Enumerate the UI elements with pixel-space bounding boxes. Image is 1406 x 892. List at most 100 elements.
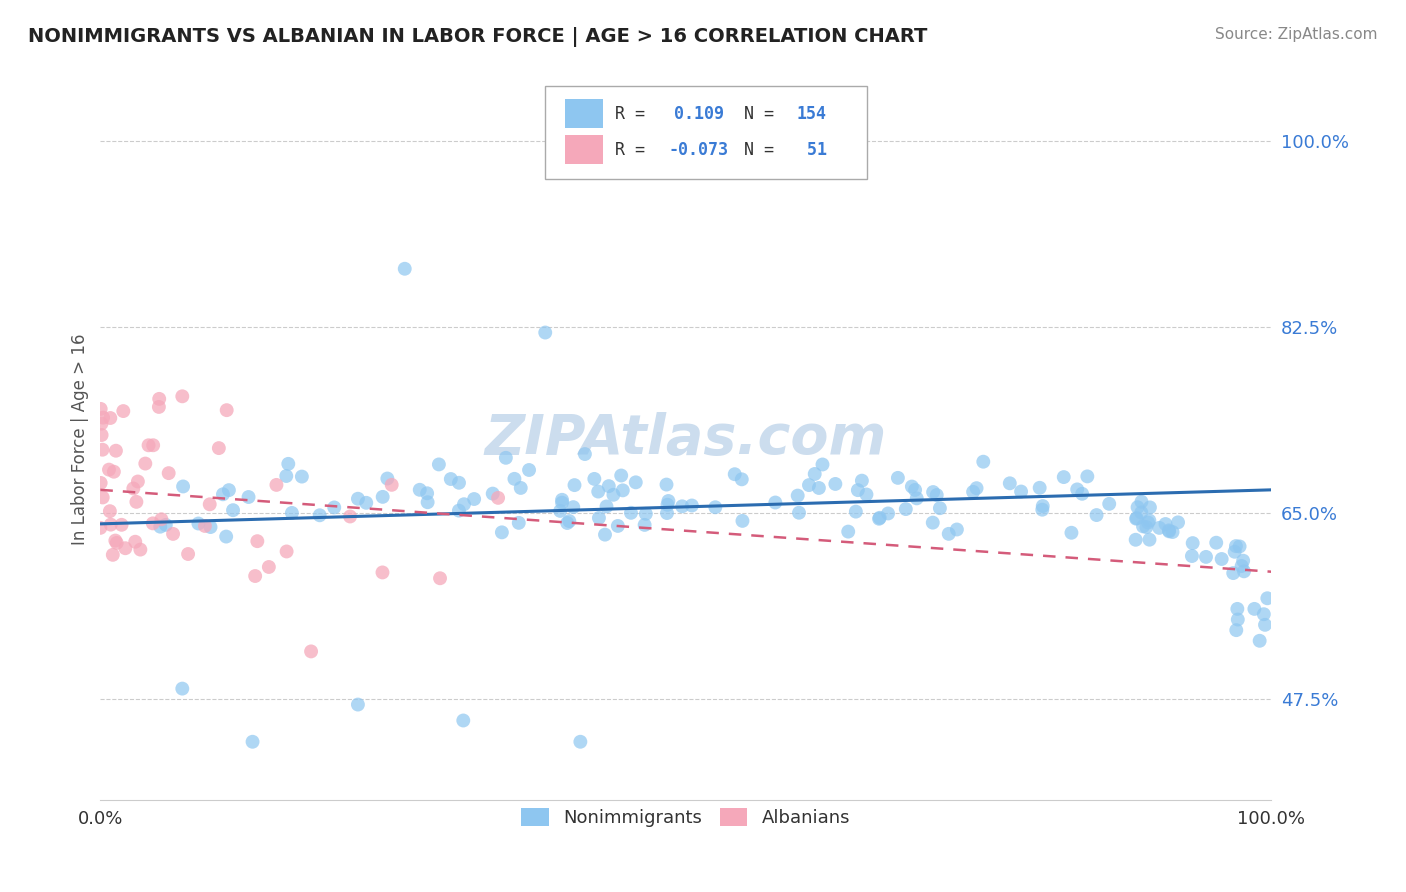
Point — [90, 417, 112, 431]
Point — [887, 471, 910, 485]
Point — [187, 516, 209, 531]
Point — [257, 560, 280, 574]
Point — [98, 504, 121, 518]
Point — [1085, 508, 1108, 522]
Point — [138, 438, 160, 452]
Point — [98, 462, 121, 476]
Point — [1126, 511, 1149, 525]
Point — [463, 491, 485, 506]
Point — [787, 506, 810, 520]
Point — [447, 475, 470, 490]
Point — [921, 516, 943, 530]
Point — [148, 400, 170, 414]
Point — [91, 491, 114, 505]
Point — [90, 401, 112, 416]
Point — [215, 530, 238, 544]
Point — [671, 500, 693, 514]
Point — [177, 547, 200, 561]
Point — [868, 512, 890, 526]
Point — [509, 481, 531, 495]
Point — [1254, 617, 1277, 632]
Point — [90, 428, 112, 442]
Point — [1226, 613, 1249, 627]
Point — [894, 502, 917, 516]
Point — [91, 442, 114, 457]
Point — [266, 478, 288, 492]
Text: 51: 51 — [797, 141, 827, 159]
Point — [724, 467, 747, 482]
Bar — [565, 136, 603, 164]
Point — [1154, 516, 1177, 531]
Point — [122, 482, 145, 496]
Point — [1066, 483, 1088, 497]
Point — [588, 511, 610, 525]
Point — [409, 483, 432, 497]
Point — [655, 477, 678, 491]
Text: 154: 154 — [797, 104, 827, 122]
Point — [807, 481, 830, 495]
Point — [429, 571, 451, 585]
Point — [200, 520, 222, 534]
Point — [655, 506, 678, 520]
Point — [602, 488, 624, 502]
Point — [486, 491, 509, 505]
Point — [299, 644, 322, 658]
Point — [998, 476, 1021, 491]
Point — [1223, 545, 1246, 559]
Point — [347, 698, 370, 712]
Point — [1028, 481, 1050, 495]
Point — [1125, 533, 1147, 547]
Point — [354, 496, 377, 510]
Point — [634, 507, 657, 521]
Text: -0.073: -0.073 — [668, 141, 728, 159]
Point — [1130, 494, 1153, 508]
Point — [416, 495, 439, 509]
Point — [1060, 525, 1083, 540]
Point — [1010, 484, 1032, 499]
Point — [276, 544, 298, 558]
Point — [962, 484, 984, 499]
Point — [1232, 554, 1254, 568]
Point — [1125, 511, 1147, 525]
Point — [1137, 516, 1160, 530]
Point — [1071, 487, 1094, 501]
Point — [877, 507, 900, 521]
Point — [91, 410, 114, 425]
Point — [1135, 520, 1157, 534]
Point — [101, 548, 124, 562]
Point — [569, 735, 592, 749]
Point — [127, 475, 149, 489]
Point — [1076, 469, 1098, 483]
Point — [1226, 602, 1249, 616]
Point — [548, 504, 571, 518]
Point — [1032, 499, 1054, 513]
Point — [1253, 607, 1275, 622]
Point — [98, 411, 121, 425]
Point — [1225, 539, 1247, 553]
Point — [212, 487, 235, 501]
Point — [495, 450, 517, 465]
Text: N =: N = — [744, 104, 775, 122]
Point — [905, 491, 928, 506]
Text: R =: R = — [616, 104, 645, 122]
Point — [103, 465, 125, 479]
Point — [1161, 524, 1184, 539]
Point — [869, 510, 891, 524]
Point — [238, 490, 260, 504]
Point — [125, 495, 148, 509]
Point — [803, 467, 825, 481]
Point — [453, 714, 475, 728]
Point — [142, 438, 165, 452]
Point — [657, 494, 679, 508]
Point — [786, 489, 808, 503]
Point — [150, 512, 173, 526]
Point — [447, 503, 470, 517]
Point — [1195, 549, 1218, 564]
Point — [1031, 502, 1053, 516]
Point — [595, 500, 617, 514]
Text: ZIPAtlas.com: ZIPAtlas.com — [485, 412, 887, 466]
Point — [1139, 533, 1161, 547]
Point — [440, 472, 463, 486]
Point — [215, 403, 238, 417]
Point — [276, 469, 298, 483]
